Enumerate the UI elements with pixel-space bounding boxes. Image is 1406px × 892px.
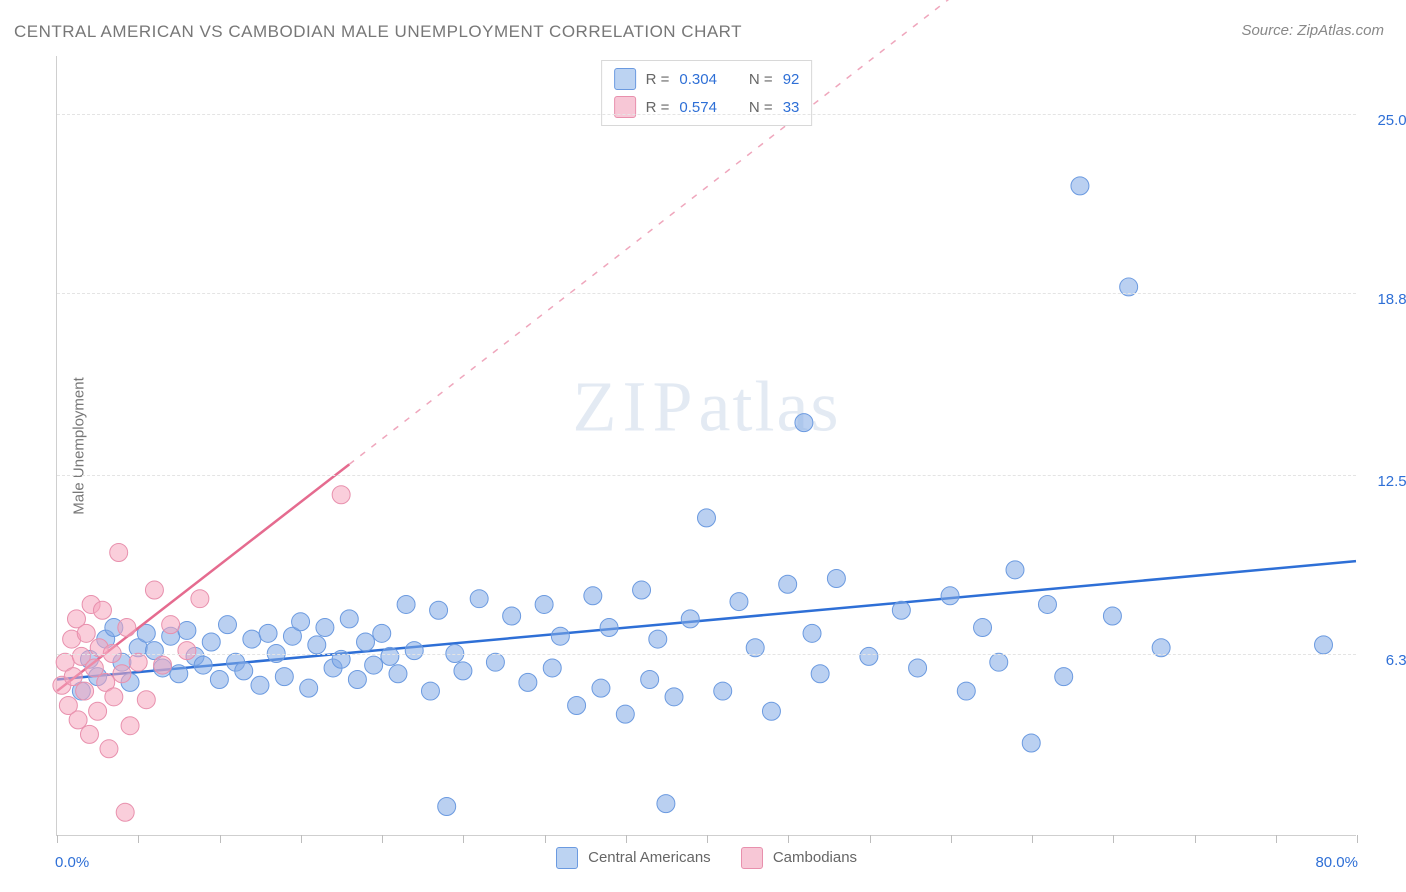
r-label: R = (646, 71, 670, 88)
y-tick-label: 25.0% (1364, 112, 1406, 129)
y-tick-label: 18.8% (1364, 291, 1406, 308)
chart-svg (57, 56, 1356, 835)
legend-item-1: Cambodians (741, 847, 857, 869)
legend-series-swatch-0 (556, 847, 578, 869)
legend-item-0: Central Americans (556, 847, 711, 869)
y-tick-label: 12.5% (1364, 473, 1406, 490)
n-label: N = (749, 71, 773, 88)
plot-area: ZIPatlas R = 0.304 N = 92 R = 0.574 N = … (56, 56, 1356, 836)
n-value: 92 (783, 71, 800, 88)
legend-series-swatch-1 (741, 847, 763, 869)
source-label: Source: ZipAtlas.com (1241, 22, 1384, 39)
chart-title: CENTRAL AMERICAN VS CAMBODIAN MALE UNEMP… (14, 22, 742, 42)
legend-swatch-0 (614, 68, 636, 90)
legend-stats-row-0: R = 0.304 N = 92 (612, 65, 802, 93)
legend-stats-row-1: R = 0.574 N = 33 (612, 93, 802, 121)
legend-series-label-0: Central Americans (588, 849, 711, 866)
r-value: 0.304 (679, 71, 717, 88)
chart-container: CENTRAL AMERICAN VS CAMBODIAN MALE UNEMP… (0, 0, 1406, 892)
y-tick-label: 6.3% (1364, 652, 1406, 669)
legend-stats-box: R = 0.304 N = 92 R = 0.574 N = 33 (601, 60, 813, 126)
legend-series: Central Americans Cambodians (57, 847, 1356, 869)
legend-series-label-1: Cambodians (773, 849, 857, 866)
